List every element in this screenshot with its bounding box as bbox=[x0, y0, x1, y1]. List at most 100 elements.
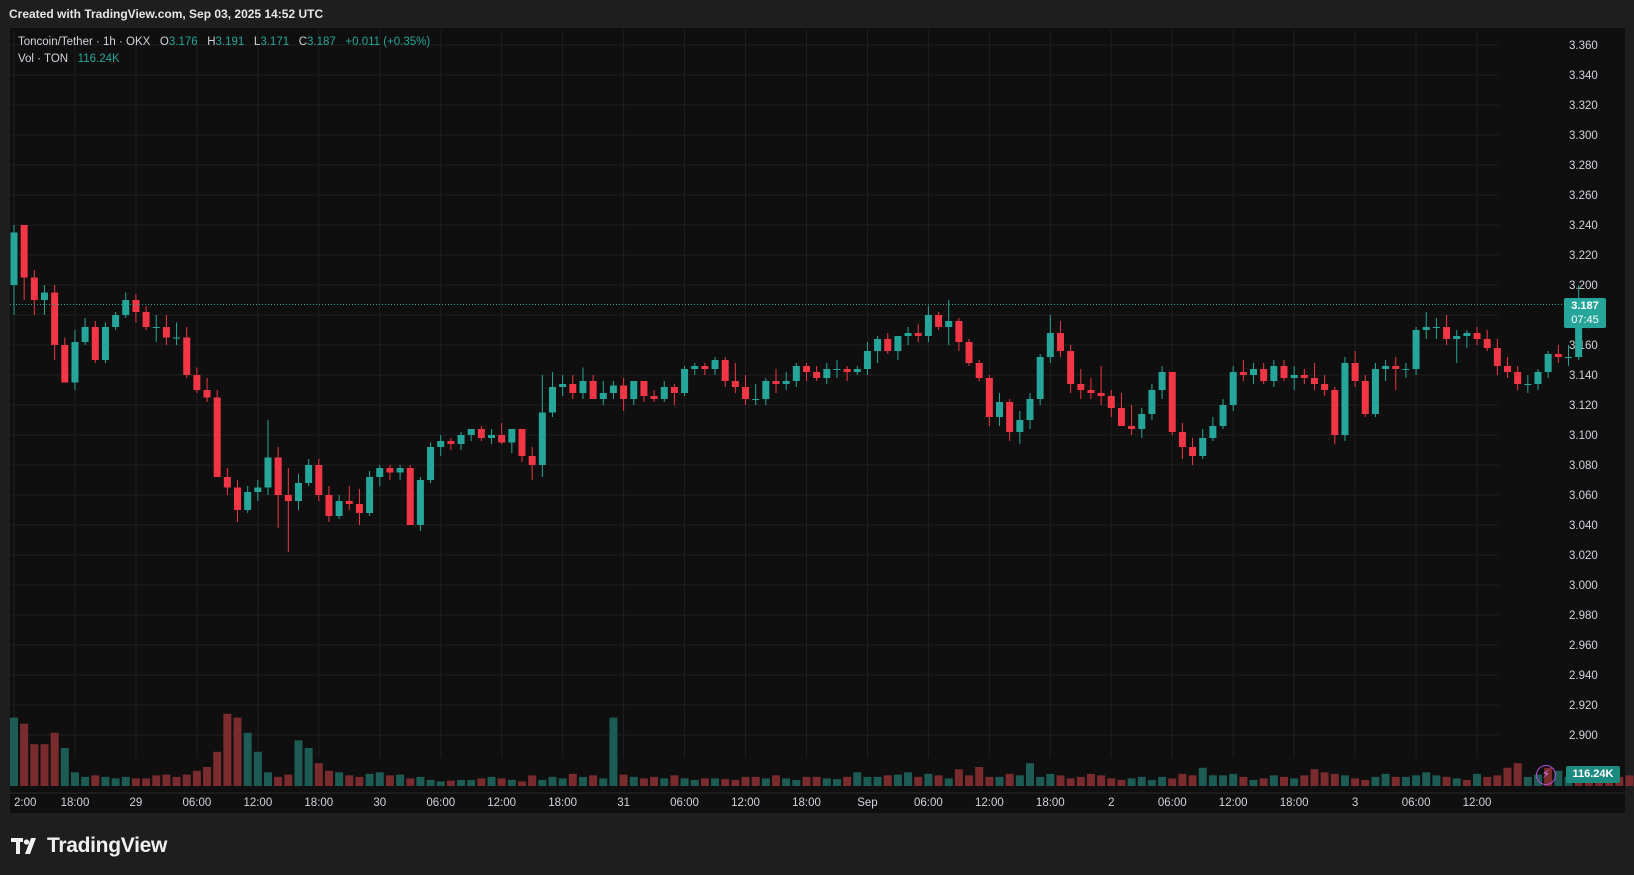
candle-body[interactable] bbox=[305, 465, 313, 483]
candle-body[interactable] bbox=[935, 315, 943, 327]
candle-body[interactable] bbox=[1504, 366, 1512, 372]
candle-body[interactable] bbox=[1138, 414, 1146, 429]
candle-body[interactable] bbox=[427, 447, 435, 480]
candle-body[interactable] bbox=[142, 312, 150, 327]
candle-body[interactable] bbox=[1189, 447, 1197, 456]
candle-body[interactable] bbox=[1280, 366, 1288, 378]
candle-body[interactable] bbox=[1158, 372, 1166, 390]
candle-body[interactable] bbox=[579, 381, 587, 393]
candle-body[interactable] bbox=[508, 429, 516, 443]
candle-body[interactable] bbox=[1575, 321, 1583, 357]
tradingview-logo[interactable]: TradingView bbox=[11, 834, 167, 858]
candle-body[interactable] bbox=[985, 378, 993, 417]
candle-body[interactable] bbox=[223, 477, 231, 488]
candle-body[interactable] bbox=[996, 402, 1004, 417]
candle-body[interactable] bbox=[1534, 372, 1542, 384]
candle-body[interactable] bbox=[742, 387, 750, 399]
candle-body[interactable] bbox=[792, 366, 800, 381]
candle-body[interactable] bbox=[1321, 384, 1329, 390]
candle-body[interactable] bbox=[955, 321, 963, 342]
candle-body[interactable] bbox=[91, 327, 99, 360]
candle-body[interactable] bbox=[1564, 357, 1572, 358]
candle-body[interactable] bbox=[1514, 372, 1522, 384]
candle-body[interactable] bbox=[10, 232, 18, 286]
candle-body[interactable] bbox=[863, 351, 871, 369]
candle-body[interactable] bbox=[1209, 426, 1217, 438]
lightning-icon[interactable]: ⚡ bbox=[1536, 765, 1556, 785]
candle-body[interactable] bbox=[1117, 408, 1125, 426]
candle-body[interactable] bbox=[437, 441, 445, 447]
candle-body[interactable] bbox=[1371, 369, 1379, 414]
candle-body[interactable] bbox=[762, 381, 770, 399]
candle-body[interactable] bbox=[538, 412, 546, 466]
candle-body[interactable] bbox=[924, 315, 932, 336]
candle-body[interactable] bbox=[274, 457, 282, 496]
candle-body[interactable] bbox=[152, 327, 160, 328]
candle-body[interactable] bbox=[213, 397, 221, 478]
candle-body[interactable] bbox=[975, 363, 983, 378]
candle-body[interactable] bbox=[325, 495, 333, 516]
candle-body[interactable] bbox=[193, 375, 201, 390]
candle-body[interactable] bbox=[30, 277, 38, 301]
candle-body[interactable] bbox=[1250, 369, 1258, 375]
candle-body[interactable] bbox=[1219, 405, 1227, 426]
candle-body[interactable] bbox=[548, 387, 556, 413]
candle-body[interactable] bbox=[1199, 438, 1207, 456]
candle-body[interactable] bbox=[711, 360, 719, 369]
symbol-label[interactable]: Toncoin/Tether · 1h · OKX bbox=[18, 36, 151, 48]
candle-body[interactable] bbox=[1361, 381, 1369, 414]
candle-body[interactable] bbox=[874, 339, 882, 351]
candle-body[interactable] bbox=[315, 465, 323, 495]
candle-body[interactable] bbox=[234, 487, 242, 511]
candle-body[interactable] bbox=[1432, 327, 1440, 328]
candle-body[interactable] bbox=[559, 384, 567, 387]
candle-body[interactable] bbox=[132, 300, 140, 312]
candle-body[interactable] bbox=[650, 396, 658, 399]
candle-body[interactable] bbox=[681, 369, 689, 393]
candle-body[interactable] bbox=[1016, 420, 1024, 432]
candle-body[interactable] bbox=[691, 366, 699, 369]
candle-body[interactable] bbox=[1077, 384, 1085, 390]
candle-body[interactable] bbox=[1178, 432, 1186, 447]
candle-body[interactable] bbox=[61, 345, 69, 383]
candle-body[interactable] bbox=[396, 468, 404, 473]
candle-body[interactable] bbox=[264, 457, 272, 488]
candle-body[interactable] bbox=[843, 369, 851, 372]
candle-body[interactable] bbox=[1422, 327, 1430, 330]
candle-body[interactable] bbox=[1260, 369, 1268, 381]
candle-body[interactable] bbox=[457, 435, 465, 444]
candle-body[interactable] bbox=[101, 327, 109, 360]
candle-body[interactable] bbox=[1006, 402, 1014, 432]
candle-body[interactable] bbox=[1290, 375, 1298, 378]
candle-body[interactable] bbox=[1483, 339, 1491, 348]
candle-body[interactable] bbox=[498, 435, 506, 443]
candle-body[interactable] bbox=[1473, 333, 1481, 339]
candle-body[interactable] bbox=[112, 315, 120, 327]
candle-body[interactable] bbox=[904, 333, 912, 336]
candle-body[interactable] bbox=[569, 384, 577, 393]
candle-body[interactable] bbox=[477, 429, 485, 438]
candle-body[interactable] bbox=[203, 390, 211, 398]
candle-body[interactable] bbox=[589, 381, 597, 399]
candle-body[interactable] bbox=[1300, 375, 1308, 378]
candle-body[interactable] bbox=[183, 337, 191, 376]
candle-body[interactable] bbox=[1229, 372, 1237, 405]
candle-body[interactable] bbox=[376, 468, 384, 477]
candle-body[interactable] bbox=[1544, 354, 1552, 372]
candle-body[interactable] bbox=[1310, 378, 1318, 384]
chart-pane[interactable] bbox=[10, 28, 1625, 813]
candle-body[interactable] bbox=[1524, 384, 1532, 385]
candle-body[interactable] bbox=[1046, 333, 1054, 357]
candle-body[interactable] bbox=[813, 372, 821, 378]
candle-body[interactable] bbox=[721, 360, 729, 381]
candle-body[interactable] bbox=[122, 300, 130, 315]
candle-body[interactable] bbox=[853, 369, 861, 372]
candle-body[interactable] bbox=[1412, 330, 1420, 369]
candle-body[interactable] bbox=[802, 366, 810, 372]
candle-body[interactable] bbox=[1128, 426, 1136, 429]
candle-body[interactable] bbox=[1026, 399, 1034, 420]
candle-body[interactable] bbox=[447, 441, 455, 444]
candle-body[interactable] bbox=[1341, 363, 1349, 435]
candle-body[interactable] bbox=[894, 336, 902, 351]
